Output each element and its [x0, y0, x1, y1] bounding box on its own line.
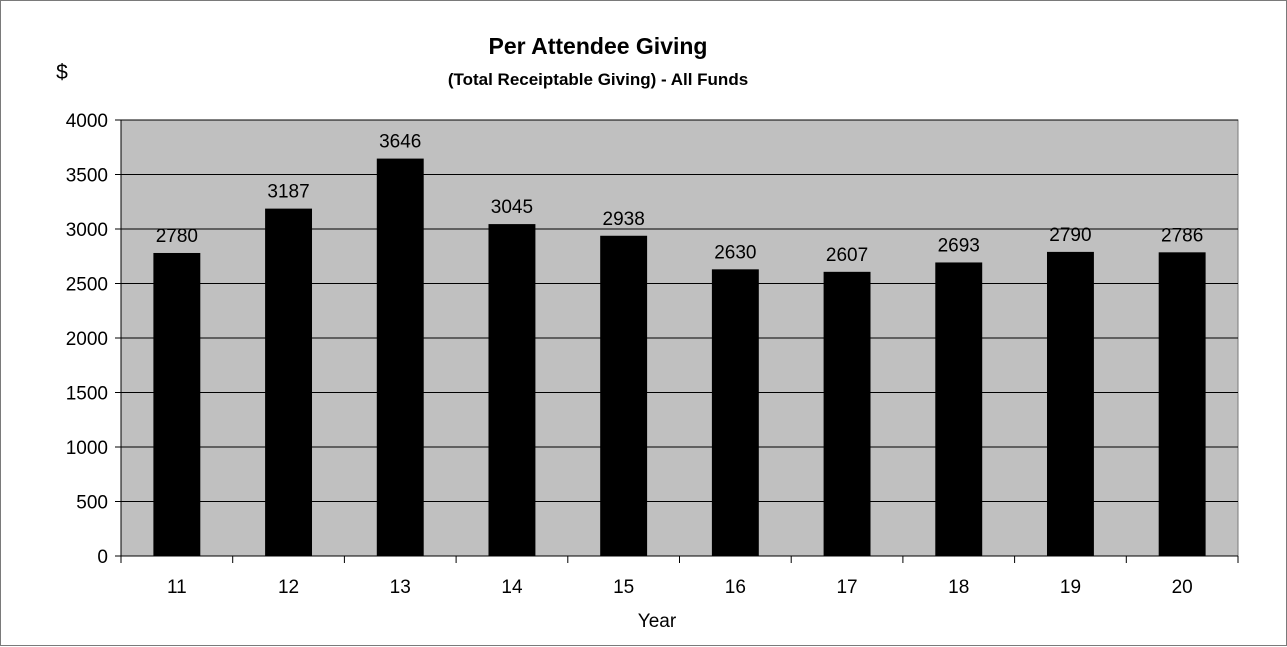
data-label: 2938: [603, 209, 645, 230]
x-tick-label: 11: [167, 577, 187, 598]
data-labels: 2780 3187 3646 3045 2938 2630 2607 2693 2790 2786: [156, 132, 1204, 266]
y-tick-label: 3000: [66, 220, 108, 241]
x-axis-title: Year: [638, 611, 677, 632]
bar: [1046, 251, 1094, 556]
y-tick-label: 1500: [66, 384, 108, 405]
x-tick-label: 12: [278, 577, 299, 598]
bar: [711, 269, 759, 556]
y-ticks: 0 500 1000 1500 2000 2500 3000 3500 4000: [66, 111, 121, 568]
bar: [376, 158, 424, 556]
x-tick-label: 13: [390, 577, 411, 598]
x-tick-label: 16: [725, 577, 746, 598]
bar: [823, 271, 871, 556]
y-unit-label: $: [56, 61, 68, 84]
bar: [1158, 252, 1206, 557]
chart-subtitle: (Total Receiptable Giving) - All Funds: [448, 70, 748, 89]
y-tick-label: 2000: [66, 329, 108, 350]
data-label: 2786: [1161, 225, 1203, 246]
data-label: 2790: [1049, 225, 1091, 246]
bar: [153, 252, 201, 557]
bar: [935, 262, 983, 556]
bars: [153, 158, 1206, 557]
bar: [600, 235, 648, 556]
x-tick-label: 18: [948, 577, 969, 598]
y-tick-label: 0: [97, 547, 108, 568]
bar: [265, 208, 313, 556]
data-label: 2780: [156, 226, 198, 247]
x-tick-label: 19: [1060, 577, 1081, 598]
x-tick-label: 14: [501, 577, 523, 598]
data-label: 2630: [714, 242, 756, 263]
x-tick-label: 17: [836, 577, 857, 598]
y-tick-label: 500: [76, 493, 108, 514]
data-label: 2693: [938, 235, 980, 256]
data-label: 3187: [267, 182, 309, 203]
x-ticks: 11 12 13 14 15 16 17 18 19 20: [120, 556, 1239, 598]
y-tick-label: 3500: [66, 166, 108, 187]
x-tick-label: 20: [1172, 577, 1193, 598]
y-tick-label: 1000: [66, 438, 108, 459]
data-label: 2607: [826, 245, 868, 266]
chart-title: Per Attendee Giving: [489, 33, 708, 59]
bar: [488, 224, 536, 556]
x-tick-label: 15: [613, 577, 634, 598]
data-label: 3646: [379, 132, 421, 153]
y-tick-label: 4000: [66, 111, 108, 132]
y-tick-label: 2500: [66, 275, 108, 296]
data-label: 3045: [491, 197, 533, 218]
